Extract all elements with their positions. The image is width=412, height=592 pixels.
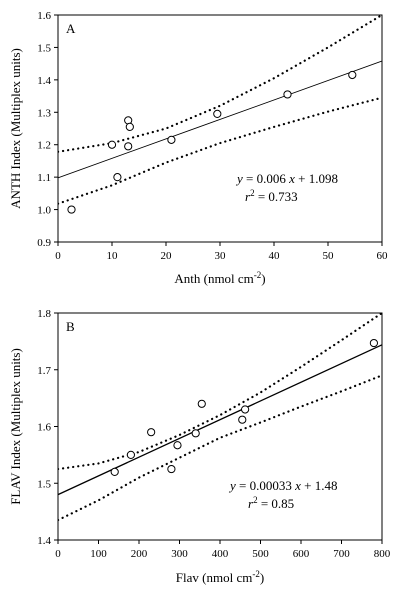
- y-tick-label: 1.6: [37, 422, 51, 434]
- x-tick-label: 30: [215, 250, 227, 262]
- plot-area: [58, 15, 382, 205]
- r-squared: r2 = 0.733: [245, 188, 298, 204]
- x-tick-label: 60: [377, 250, 389, 262]
- data-point: [167, 135, 176, 144]
- data-point: [283, 90, 292, 99]
- y-axis-label: FLAV Index (Multiplex units): [8, 348, 23, 505]
- data-point: [125, 122, 134, 131]
- data-point: [238, 415, 247, 424]
- ci-upper-line: [58, 313, 382, 471]
- plot-frame: [57, 312, 383, 541]
- plot-frame: [57, 14, 383, 243]
- y-tick-label: 1.4: [37, 535, 51, 547]
- ci-lower-line: [58, 374, 382, 522]
- ci-upper-line: [58, 15, 382, 153]
- data-point: [197, 399, 206, 408]
- x-tick-label: 10: [107, 250, 119, 262]
- x-tick-label: 700: [333, 548, 350, 560]
- data-point: [126, 450, 135, 459]
- data-point: [191, 429, 200, 438]
- x-tick-label: 300: [171, 548, 188, 560]
- x-tick-label: 600: [293, 548, 310, 560]
- x-axis-label: Anth (nmol cm-2): [174, 270, 265, 286]
- regression-equation: y = 0.00033 x + 1.48: [228, 478, 338, 493]
- x-tick-label: 800: [374, 548, 391, 560]
- x-tick-label: 200: [131, 548, 148, 560]
- x-tick-label: 50: [323, 250, 335, 262]
- data-point: [147, 428, 156, 437]
- y-tick-label: 1.5: [37, 478, 51, 490]
- data-point: [113, 173, 122, 182]
- chart-panel-a: 0 10 20 30 40 50 60 0.9 1.0 1.1 1.2 1.3 1.4 1.5 1.6 A An…: [8, 10, 388, 286]
- y-tick-label: 1.7: [37, 365, 51, 377]
- data-point: [369, 338, 378, 348]
- data-point: [241, 405, 250, 414]
- panel-label: A: [66, 21, 76, 36]
- x-tick-label: 40: [269, 250, 281, 262]
- y-tick-label: 0.9: [37, 237, 51, 249]
- y-tick-label: 1.1: [37, 172, 51, 184]
- y-tick-label: 1.2: [37, 140, 51, 152]
- ci-lower-line: [58, 96, 382, 205]
- panel-label: B: [66, 319, 75, 334]
- x-tick-label: 100: [90, 548, 107, 560]
- data-point: [173, 441, 182, 450]
- x-tick-label: 20: [161, 250, 173, 262]
- y-axis-label: ANTH Index (Multiplex units): [8, 48, 23, 209]
- data-point: [167, 464, 176, 474]
- regression-line: [58, 60, 382, 179]
- data-point: [107, 140, 117, 149]
- r-squared: r2 = 0.85: [248, 495, 294, 511]
- y-tick-label: 1.3: [37, 107, 51, 119]
- x-tick-label: 0: [55, 250, 61, 262]
- x-tick-label: 400: [212, 548, 229, 560]
- chart-panel-b: 0 100 200 300 400 500 600 700 800 1.4 1.5 1.6 1.7 1.8…: [8, 308, 391, 585]
- x-axis-label: Flav (nmol cm-2): [176, 569, 264, 585]
- data-point: [213, 109, 222, 119]
- data-point: [348, 70, 357, 80]
- data-point: [67, 205, 76, 214]
- y-tick-label: 1.4: [37, 75, 51, 87]
- y-tick-label: 1.5: [37, 42, 51, 54]
- regression-line: [58, 344, 382, 496]
- data-point: [124, 142, 133, 151]
- y-tick-label: 1.0: [37, 205, 51, 217]
- x-tick-label: 0: [55, 548, 61, 560]
- data-point: [110, 467, 119, 476]
- x-tick-label: 500: [252, 548, 269, 560]
- regression-equation: y = 0.006 x + 1.098: [235, 171, 338, 186]
- y-tick-label: 1.8: [37, 308, 51, 320]
- y-tick-label: 1.6: [37, 10, 51, 22]
